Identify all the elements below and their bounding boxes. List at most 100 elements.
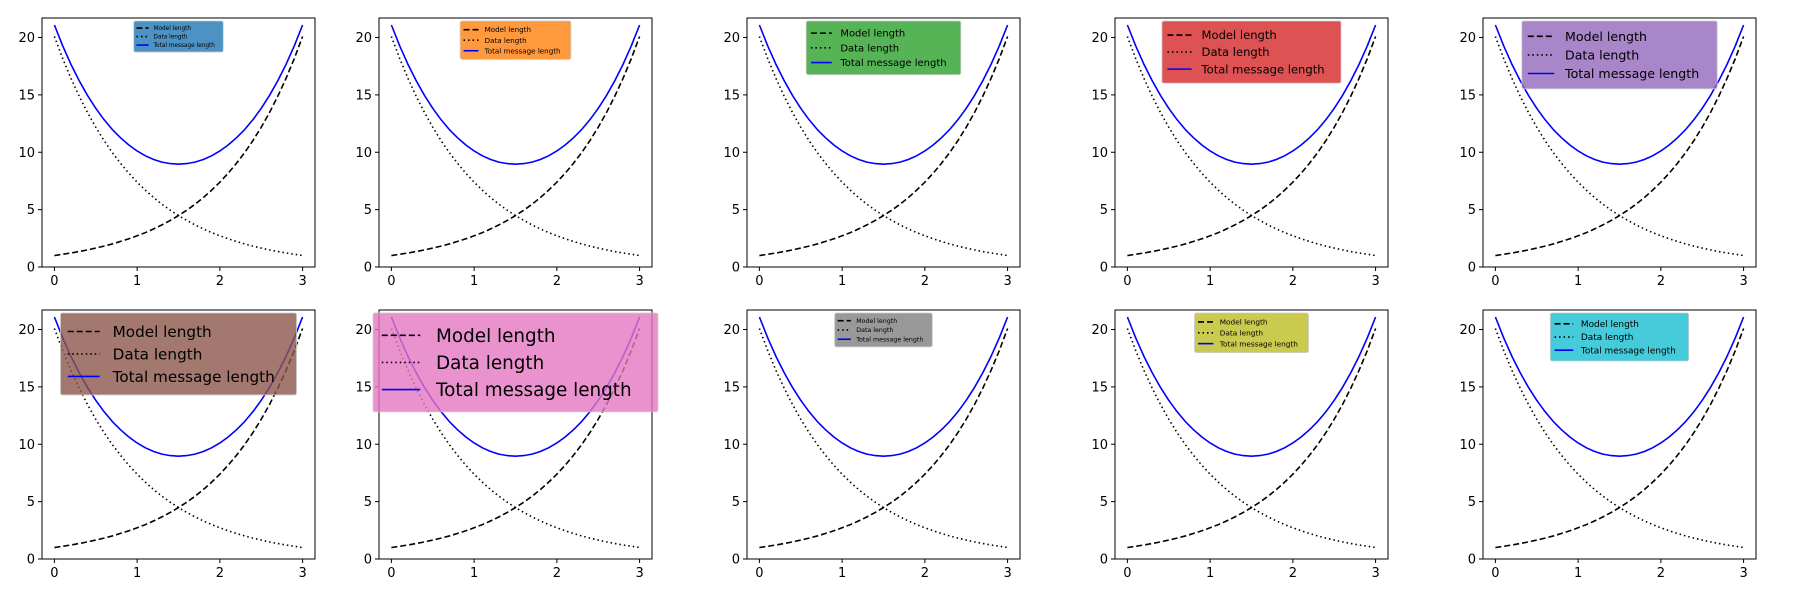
y-tick-label: 5 <box>1468 203 1476 218</box>
y-tick-label: 20 <box>18 323 35 338</box>
y-tick-label: 0 <box>1468 261 1476 276</box>
series-line-model-length <box>1127 328 1377 549</box>
series-line-data-length <box>1126 328 1376 549</box>
legend-label: Model length <box>1202 28 1277 42</box>
y-tick-label: 5 <box>364 203 372 218</box>
y-tick-label: 20 <box>1091 31 1108 46</box>
legend-label: Total message length <box>1580 346 1676 356</box>
legend: Model length Data length Total message len… <box>805 20 962 76</box>
legend-box <box>805 20 962 76</box>
y-tick-label: 15 <box>1091 380 1108 395</box>
legend-label: Total message length <box>435 380 632 401</box>
series-line-data-length <box>390 328 640 549</box>
legend-label: Total message length <box>839 58 946 69</box>
legend-box <box>1161 20 1342 84</box>
x-tick-label: 2 <box>1657 566 1665 581</box>
legend-label: Model length <box>1220 318 1268 327</box>
x-tick-label: 0 <box>50 274 58 289</box>
y-tick-label: 15 <box>1459 380 1476 395</box>
legend-label: Model length <box>485 25 531 34</box>
y-tick-label: 5 <box>1468 495 1476 510</box>
series-group <box>1494 24 1745 257</box>
series-line-total-message-length <box>758 316 1009 457</box>
subplot-10: 0 1 2 3 0 5 10 15 20 Model length Data length Total… <box>1459 309 1757 581</box>
legend-label: Model length <box>856 318 897 325</box>
legend-label: Model length <box>1565 29 1647 44</box>
y-tick-label: 15 <box>355 88 372 103</box>
axes-frame <box>746 309 1021 560</box>
legend-label: Model length <box>436 326 555 347</box>
x-tick-label: 3 <box>1003 274 1011 289</box>
legend-label: Data length <box>840 43 899 54</box>
y-tick-label: 15 <box>18 380 35 395</box>
legend-label: Data length <box>856 327 893 334</box>
legend-label: Model length <box>113 323 212 341</box>
x-tick-label: 0 <box>387 566 395 581</box>
x-tick-label: 1 <box>1574 566 1582 581</box>
legend-label: Total message length <box>1564 66 1699 81</box>
y-tick-label: 15 <box>723 88 740 103</box>
y-tick-label: 0 <box>1100 261 1108 276</box>
y-tick-label: 10 <box>1091 438 1108 453</box>
legend-box <box>1194 312 1309 353</box>
series-line-model-length <box>391 328 641 549</box>
legend-box <box>834 312 933 348</box>
legend-box <box>1521 20 1718 90</box>
x-tick-label: 2 <box>921 274 929 289</box>
x-tick-label: 2 <box>553 566 561 581</box>
legend-label: Model length <box>1581 320 1639 330</box>
legend-box <box>372 312 659 413</box>
x-tick-label: 2 <box>1657 274 1665 289</box>
x-tick-label: 1 <box>133 566 141 581</box>
x-tick-label: 1 <box>838 274 846 289</box>
y-tick-label: 10 <box>1091 146 1108 161</box>
x-tick-label: 2 <box>216 566 224 581</box>
y-tick-label: 5 <box>1100 203 1108 218</box>
series-line-total-message-length <box>758 24 1009 165</box>
series-line-model-length <box>759 36 1009 257</box>
x-tick-label: 0 <box>387 274 395 289</box>
series-line-data-length <box>1126 36 1376 257</box>
y-tick-label: 10 <box>355 438 372 453</box>
subplot-1: 0 1 2 3 0 5 10 15 20 Model length Data length Total… <box>18 17 316 289</box>
axes-frame <box>41 17 316 268</box>
x-tick-label: 3 <box>298 566 306 581</box>
x-tick-label: 3 <box>1371 274 1379 289</box>
series-line-data-length <box>758 36 1008 257</box>
legend-label: Data length <box>1581 333 1634 343</box>
series-line-data-length <box>1494 328 1744 549</box>
y-tick-label: 15 <box>1459 88 1476 103</box>
legend: Model length Data length Total message len… <box>1549 312 1690 362</box>
y-tick-label: 10 <box>18 438 35 453</box>
series-line-data-length <box>758 328 1008 549</box>
x-tick-label: 1 <box>838 566 846 581</box>
series-line-data-length <box>53 36 303 257</box>
x-tick-label: 2 <box>553 274 561 289</box>
series-line-data-length <box>53 328 303 549</box>
x-tick-label: 1 <box>133 274 141 289</box>
y-tick-label: 0 <box>732 553 740 568</box>
x-tick-label: 1 <box>470 274 478 289</box>
legend-label: Model length <box>840 29 905 40</box>
y-tick-label: 20 <box>1091 323 1108 338</box>
x-tick-label: 1 <box>1574 274 1582 289</box>
x-tick-label: 3 <box>1371 566 1379 581</box>
x-tick-label: 0 <box>755 274 763 289</box>
y-tick-label: 5 <box>732 203 740 218</box>
subplot-4: 0 1 2 3 0 5 10 15 20 Model length Data length Total… <box>1091 17 1389 289</box>
subplot-5: 0 1 2 3 0 5 10 15 20 Model length Data length Total… <box>1459 17 1757 289</box>
y-tick-label: 10 <box>1459 438 1476 453</box>
series-line-total-message-length <box>1494 24 1745 165</box>
subplot-6: 0 1 2 3 0 5 10 15 20 Model length Data length Total… <box>18 309 316 581</box>
x-tick-label: 3 <box>1739 274 1747 289</box>
series-group <box>1494 316 1745 549</box>
x-tick-label: 2 <box>1289 274 1297 289</box>
series-group <box>758 316 1009 549</box>
x-tick-label: 3 <box>635 274 643 289</box>
y-tick-label: 5 <box>364 495 372 510</box>
x-tick-label: 2 <box>1289 566 1297 581</box>
